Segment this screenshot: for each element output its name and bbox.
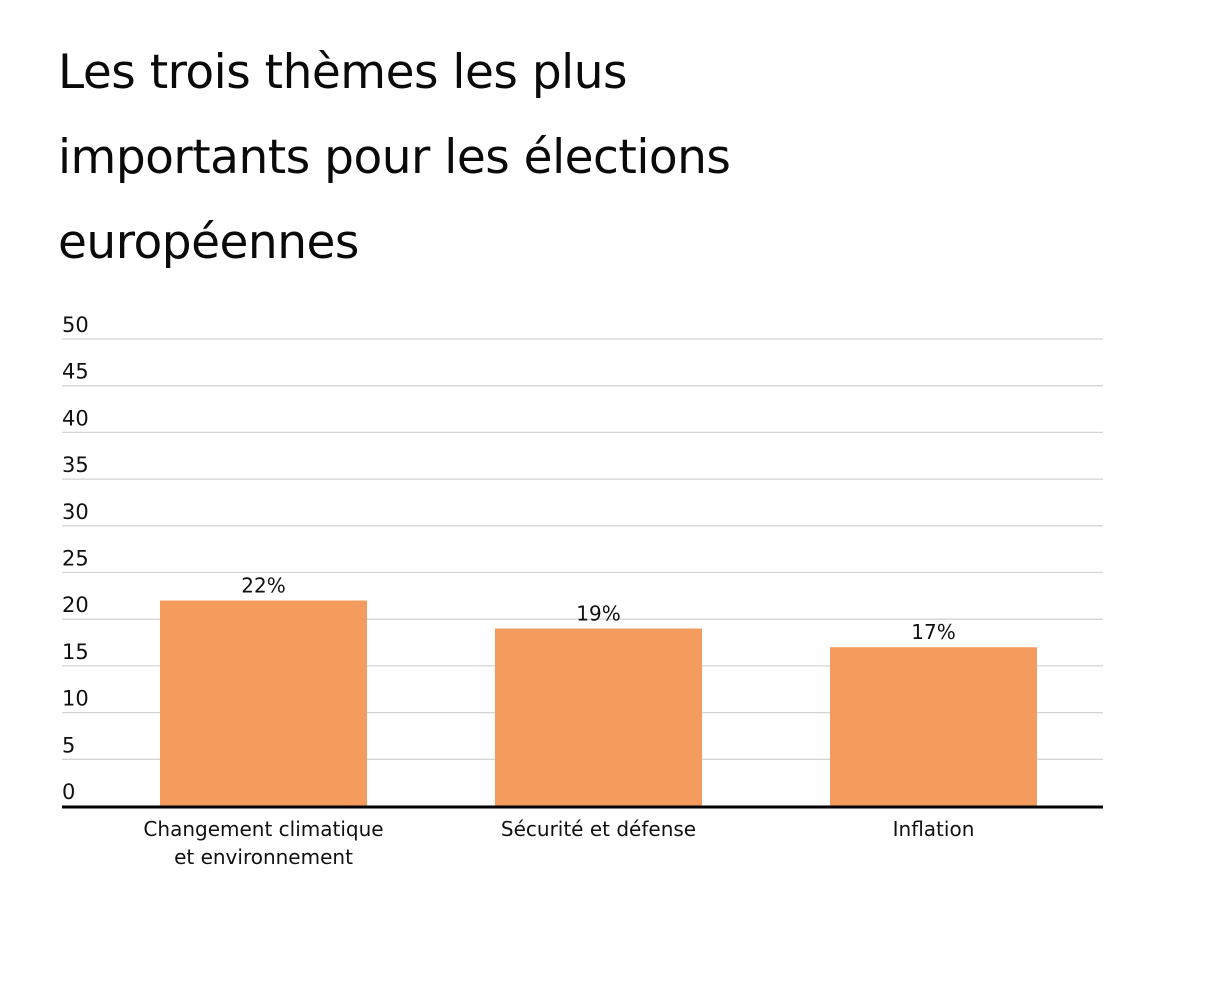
y-tick-label: 15 [62, 640, 89, 664]
y-axis-ticks: 0 5 10 15 20 25 30 35 40 45 50 [62, 313, 89, 804]
y-tick-label: 5 [62, 733, 75, 757]
y-tick-label: 45 [62, 360, 89, 384]
data-labels: 22% 19% 17% [241, 574, 955, 645]
chart-title-line: européennes [58, 215, 359, 270]
y-tick-label: 40 [62, 406, 89, 430]
y-tick-label: 25 [62, 547, 89, 571]
y-tick-label: 35 [62, 453, 89, 477]
bar [160, 600, 367, 806]
bar [830, 647, 1037, 806]
chart-title: Les trois thèmes les plus importants pou… [58, 30, 1058, 285]
y-tick-label: 30 [62, 500, 89, 524]
x-category-label: Inflation [893, 817, 975, 841]
y-tick-label: 0 [62, 780, 75, 804]
x-category-label: Changement climatique [143, 817, 383, 841]
bars [160, 600, 1037, 806]
data-label: 19% [576, 602, 620, 626]
x-axis-categories: Changement climatique et environnement Séc… [143, 817, 974, 869]
x-category-label: et environnement [174, 845, 353, 869]
y-tick-label: 50 [62, 313, 89, 337]
y-tick-label: 10 [62, 687, 89, 711]
chart-title-line: importants pour les élections [58, 130, 731, 185]
x-category-label: Sécurité et défense [501, 817, 696, 841]
chart-title-line: Les trois thèmes les plus [58, 45, 628, 100]
data-label: 22% [241, 574, 285, 598]
bar [495, 628, 702, 806]
y-tick-label: 20 [62, 593, 89, 617]
data-label: 17% [911, 620, 955, 644]
